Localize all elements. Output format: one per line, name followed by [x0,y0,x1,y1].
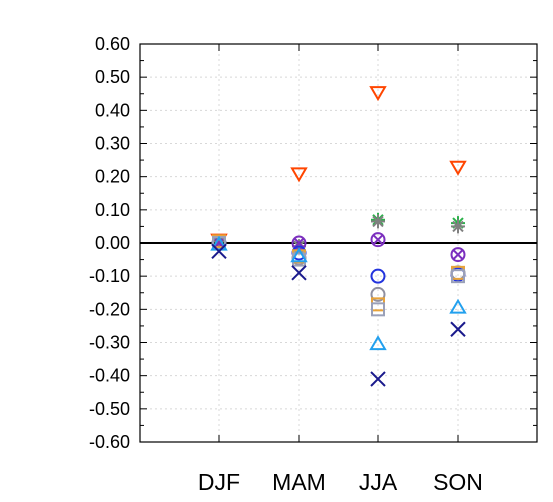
y-tick-label: -0.20 [89,299,130,319]
y-tick-label: 0.60 [95,34,130,54]
x-tick-label: MAM [272,469,326,495]
data-point [370,371,386,387]
data-point [370,268,386,284]
x-axis-ticks: DJF MAM JJA SON [198,44,483,495]
data-point [451,269,465,284]
y-tick-label: -0.50 [89,399,130,419]
data-point [450,321,466,337]
y-tick-label: 0.20 [95,167,130,187]
y-tick-label: 0.00 [95,233,130,253]
data-point [370,286,386,302]
data-point [449,160,467,176]
data-markers [210,86,467,387]
y-tick-label: -0.60 [89,432,130,452]
y-tick-label: 0.30 [95,134,130,154]
y-tick-label: -0.10 [89,266,130,286]
x-tick-label: DJF [198,469,240,495]
data-point [371,214,385,229]
x-tick-label: JJA [359,469,398,495]
y-tick-label: 0.50 [95,67,130,87]
data-point [291,265,307,281]
data-point [449,298,467,314]
data-point [369,335,387,351]
data-point [210,235,228,251]
data-point [451,219,465,234]
data-point [370,232,386,248]
y-tick-label: -0.30 [89,333,130,353]
y-axis-ticks: 0.60 0.50 0.40 0.30 0.20 0.10 0.00 -0.10 -0.20 -0… [89,34,537,452]
y-tick-label: 0.10 [95,200,130,220]
data-point [369,86,387,102]
data-point [290,247,308,263]
y-tick-label: -0.40 [89,366,130,386]
data-point [211,243,227,259]
x-tick-label: SON [433,469,483,495]
data-point [371,302,385,317]
data-point [450,247,466,263]
y-tick-label: 0.40 [95,100,130,120]
data-point [290,167,308,183]
